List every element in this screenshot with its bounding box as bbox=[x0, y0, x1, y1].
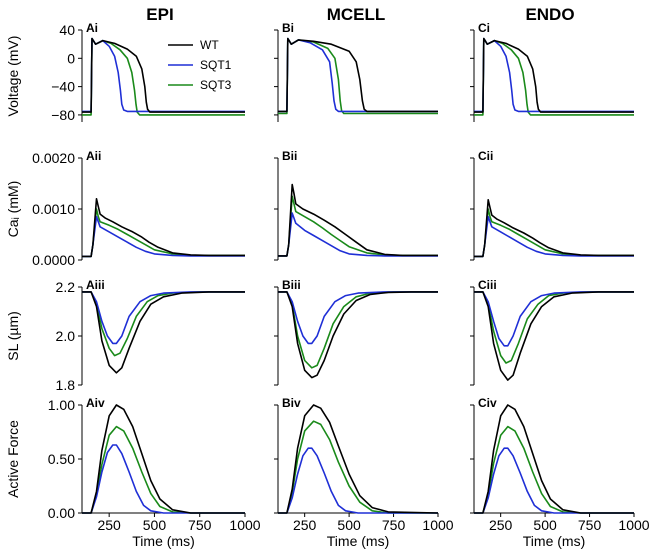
column-title-epi: EPI bbox=[146, 5, 173, 24]
panel-label-Ciii: Ciii bbox=[478, 278, 497, 292]
x-tick-label: 250 bbox=[489, 517, 513, 533]
panel-label-Biv: Biv bbox=[282, 396, 301, 410]
series-line-sqt1 bbox=[474, 37, 634, 113]
y-tick-label: 2.0 bbox=[56, 328, 76, 344]
x-tick-label: 250 bbox=[97, 517, 121, 533]
panel-Ciii: Ciii bbox=[470, 278, 634, 386]
y-axis-label-row-iv: Active Force bbox=[5, 420, 21, 498]
y-tick-label: 0.0010 bbox=[32, 201, 75, 217]
y-tick-label: 2.2 bbox=[56, 279, 76, 295]
y-tick-label: 0.0000 bbox=[32, 252, 75, 268]
series-line-sqt1 bbox=[278, 447, 438, 514]
legend-label-sqt3: SQT3 bbox=[200, 78, 232, 92]
series-line-wt bbox=[82, 291, 245, 374]
panel-label-Ci: Ci bbox=[478, 21, 490, 35]
series-line-wt bbox=[474, 404, 634, 514]
x-tick-label: 500 bbox=[143, 517, 167, 533]
y-tick-label: −40 bbox=[51, 79, 75, 95]
series-line-wt bbox=[82, 37, 245, 113]
x-axis-label: Time (ms) bbox=[523, 533, 585, 549]
series-line-sqt1 bbox=[82, 444, 245, 514]
y-axis-label-row-ii: Caᵢ (mM) bbox=[5, 181, 21, 238]
series-line-sqt3 bbox=[474, 37, 634, 116]
y-tick-label: 40 bbox=[59, 22, 75, 38]
x-tick-label: 250 bbox=[293, 517, 317, 533]
x-tick-label: 1000 bbox=[229, 517, 260, 533]
legend-label-wt: WT bbox=[200, 38, 219, 52]
series-line-wt bbox=[82, 404, 245, 514]
panel-label-Aiii: Aiii bbox=[86, 278, 105, 292]
panel-Aiv: 250 500 750 1000 Time (ms) 1.00 0.50 0.00 Aiv bbox=[48, 396, 261, 549]
series-line-wt bbox=[278, 291, 438, 379]
series-line-sqt1 bbox=[82, 37, 245, 113]
panel-label-Ai: Ai bbox=[86, 21, 98, 35]
panel-Biv: 250 500 750 1000 Time (ms) Biv bbox=[274, 396, 454, 549]
x-axis-label: Time (ms) bbox=[132, 533, 194, 549]
series-line-wt bbox=[474, 37, 634, 113]
y-axis-label-row-i: Voltage (mV) bbox=[5, 36, 21, 117]
panel-label-Aiv: Aiv bbox=[86, 396, 105, 410]
y-tick-label: 0.50 bbox=[48, 451, 75, 467]
x-tick-label: 500 bbox=[533, 517, 557, 533]
series-line-sqt1 bbox=[278, 37, 438, 113]
series-line-sqt3 bbox=[82, 37, 245, 116]
series-line-sqt3 bbox=[82, 425, 245, 514]
series-line-sqt3 bbox=[278, 37, 438, 115]
series-line-wt bbox=[474, 291, 634, 381]
panel-label-Civ: Civ bbox=[478, 396, 497, 410]
column-title-endo: ENDO bbox=[525, 5, 574, 24]
panel-Bi: Bi bbox=[274, 21, 438, 122]
series-line-sqt1 bbox=[474, 291, 634, 347]
panel-Ai: 40 0 −40 −80 Ai WT SQT1 SQT3 bbox=[51, 21, 245, 123]
series-line-sqt3 bbox=[474, 291, 634, 364]
series-line-sqt3 bbox=[278, 291, 438, 369]
x-tick-label: 1000 bbox=[422, 517, 453, 533]
series-line-sqt1 bbox=[474, 447, 634, 514]
legend: WT SQT1 SQT3 bbox=[168, 38, 232, 92]
series-line-wt bbox=[278, 37, 438, 113]
panel-Biii: Biii bbox=[274, 278, 438, 386]
panel-label-Bii: Bii bbox=[282, 149, 297, 163]
series-line-sqt3 bbox=[278, 195, 438, 257]
panel-Aii: 0.0020 0.0010 0.0000 Aii bbox=[32, 149, 245, 268]
y-tick-label: 0 bbox=[67, 50, 75, 66]
legend-label-sqt1: SQT1 bbox=[200, 58, 232, 72]
panel-label-Bi: Bi bbox=[282, 21, 294, 35]
series-line-wt bbox=[82, 198, 245, 258]
series-line-wt bbox=[278, 404, 439, 514]
series-line-sqt1 bbox=[82, 215, 245, 258]
series-line-sqt1 bbox=[278, 291, 438, 345]
series-line-sqt3 bbox=[474, 425, 634, 514]
x-tick-label: 750 bbox=[188, 517, 212, 533]
x-tick-label: 750 bbox=[578, 517, 602, 533]
x-tick-label: 500 bbox=[337, 517, 361, 533]
panel-Aiii: 2.2 2.0 1.8 Aiii bbox=[56, 278, 245, 393]
panel-Ci: Ci bbox=[470, 21, 634, 122]
y-tick-label: 1.00 bbox=[48, 397, 75, 413]
y-axis-label-row-iii: SL (µm) bbox=[5, 311, 21, 361]
y-tick-label: 1.8 bbox=[56, 377, 76, 393]
y-tick-label: 0.0020 bbox=[32, 150, 75, 166]
panel-label-Aii: Aii bbox=[86, 149, 101, 163]
y-tick-label: 0.00 bbox=[48, 505, 75, 521]
panel-label-Biii: Biii bbox=[282, 278, 301, 292]
y-tick-label: −80 bbox=[51, 107, 75, 123]
series-line-sqt1 bbox=[82, 291, 245, 345]
series-line-wt bbox=[278, 183, 438, 257]
panel-Bii: Bii bbox=[274, 149, 438, 261]
series-line-wt bbox=[474, 199, 634, 258]
column-title-mcell: MCELL bbox=[327, 5, 386, 24]
x-tick-label: 1000 bbox=[618, 517, 649, 533]
x-axis-label: Time (ms) bbox=[327, 533, 389, 549]
panel-label-Cii: Cii bbox=[478, 149, 493, 163]
series-line-sqt3 bbox=[278, 420, 438, 514]
series-line-sqt3 bbox=[82, 291, 245, 357]
panel-Civ: 250 500 750 1000 Time (ms) Civ bbox=[470, 396, 650, 549]
panel-Cii: Cii bbox=[470, 149, 634, 261]
x-tick-label: 750 bbox=[382, 517, 406, 533]
